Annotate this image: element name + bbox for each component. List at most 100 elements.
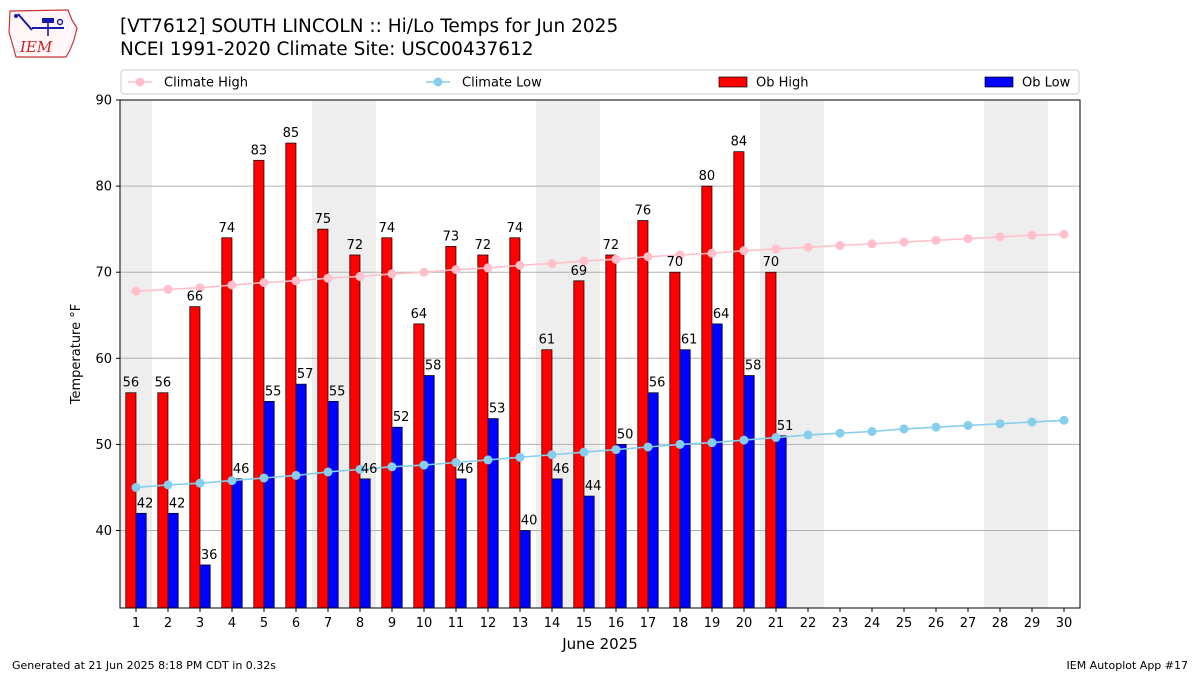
ob-low-value-label: 56 [649,376,666,391]
ob-low-bar [487,418,499,609]
climate-high-point [355,272,365,282]
x-tick-label: 26 [928,616,945,631]
climate-low-point [355,464,365,474]
ob-low-bar [711,323,723,609]
ob-high-value-label: 76 [635,204,652,219]
x-tick-label: 4 [228,616,236,631]
ob-low-bar [775,435,787,609]
ob-low-bar [551,478,563,609]
climate-low-point [323,467,333,477]
climate-low-point [419,460,429,470]
x-tick-label: 19 [704,616,721,631]
ob-high-value-label: 80 [699,169,716,184]
climate-low-point [515,452,525,462]
ob-low-value-label: 61 [681,333,698,348]
climate-low-point [259,473,269,483]
climate-high-point [483,263,493,273]
climate-low-line [135,419,1065,489]
ob-low-bar [391,426,403,609]
ob-high-value-label: 70 [763,255,780,270]
chart-title: [VT7612] SOUTH LINCOLN :: Hi/Lo Temps fo… [120,16,619,37]
ob-low-bar [231,478,243,609]
x-tick-label: 16 [608,616,625,631]
ob-low-bar [167,512,179,609]
climate-low-point [899,424,909,434]
x-tick-label: 12 [480,616,497,631]
legend-climate-high-marker-swatch [135,77,145,87]
climate-low-point [675,439,685,449]
ob-high-bar [509,237,521,609]
climate-high-point [387,269,397,279]
climate-low-point [291,470,301,480]
bar-value-labels: 56 56 66 74 83 85 75 72 74 64 73 72 74 61 69 72 76 70 80 84… [123,126,794,563]
ob-low-bar [455,478,467,609]
climate-low-point [739,435,749,445]
ob-high-bar [541,349,553,609]
ob-high-bar [605,254,617,609]
ob-high-bar [669,271,681,609]
ob-high-bar [317,228,329,609]
ob-low-value-label: 53 [489,402,506,417]
ob-high-bar [157,392,169,609]
ob-high-value-label: 74 [379,221,396,236]
ob-high-value-label: 70 [667,255,684,270]
climate-low-point [643,442,653,452]
climate-high-point [867,239,877,249]
climate-high-point [1027,230,1037,240]
climate-high-point [259,278,269,288]
y-axis-label: Temperature °F [69,304,84,405]
climate-low-point [771,433,781,443]
logo-text: IEM [19,38,53,56]
ob-low-bar [135,512,147,609]
climate-low-point [963,420,973,430]
climate-high-point [227,280,237,290]
x-tick-label: 5 [260,616,268,631]
legend-ob-high-label: Ob High [756,76,809,91]
x-tick-label: 29 [1024,616,1041,631]
x-tick-label: 23 [832,616,849,631]
x-tick-label: 7 [324,616,332,631]
x-tick-label: 20 [736,616,753,631]
ob-high-value-label: 61 [539,333,556,348]
x-tick-label: 27 [960,616,977,631]
x-tick-label: 11 [448,616,465,631]
climate-low-point [195,478,205,488]
weekend-band [984,100,1048,608]
y-tick-label: 40 [95,524,112,539]
ob-high-bar [573,280,585,609]
ob-high-bar [381,237,393,609]
x-tick-label: 22 [800,616,817,631]
climate-high-point [195,283,205,293]
ob-low-bar [423,375,435,609]
iem-logo: IEM [6,6,82,60]
climate-low-point [387,462,397,472]
ob-low-value-label: 52 [393,410,410,425]
ob-high-bar [253,159,265,609]
ob-high-value-label: 83 [251,143,268,158]
legend-ob-low-label: Ob Low [1022,76,1071,91]
ob-low-bar [615,444,627,609]
ob-low-bar [295,383,307,609]
climate-low-point [867,426,877,436]
ob-low-value-label: 58 [425,359,442,374]
ob-high-value-label: 72 [603,238,620,253]
climate-low-point [483,455,493,465]
generated-timestamp: Generated at 21 Jun 2025 8:18 PM CDT in … [12,659,277,672]
ob-high-bar [733,151,745,609]
climate-high-point [995,232,1005,242]
climate-low-point [1059,415,1069,425]
ob-low-bar [647,392,659,609]
ob-high-value-label: 64 [411,307,428,322]
ob-high-bar [637,220,649,609]
ob-low-bar [583,495,595,609]
climate-high-point [419,267,429,277]
climate-high-line [135,233,1065,292]
climate-high-point [451,265,461,275]
ob-low-value-label: 55 [329,384,346,399]
ob-high-value-label: 74 [219,221,236,236]
ob-high-value-label: 69 [571,264,588,279]
x-tick-label: 3 [196,616,204,631]
climate-high-point [643,252,653,262]
ob-low-bar [679,349,691,609]
